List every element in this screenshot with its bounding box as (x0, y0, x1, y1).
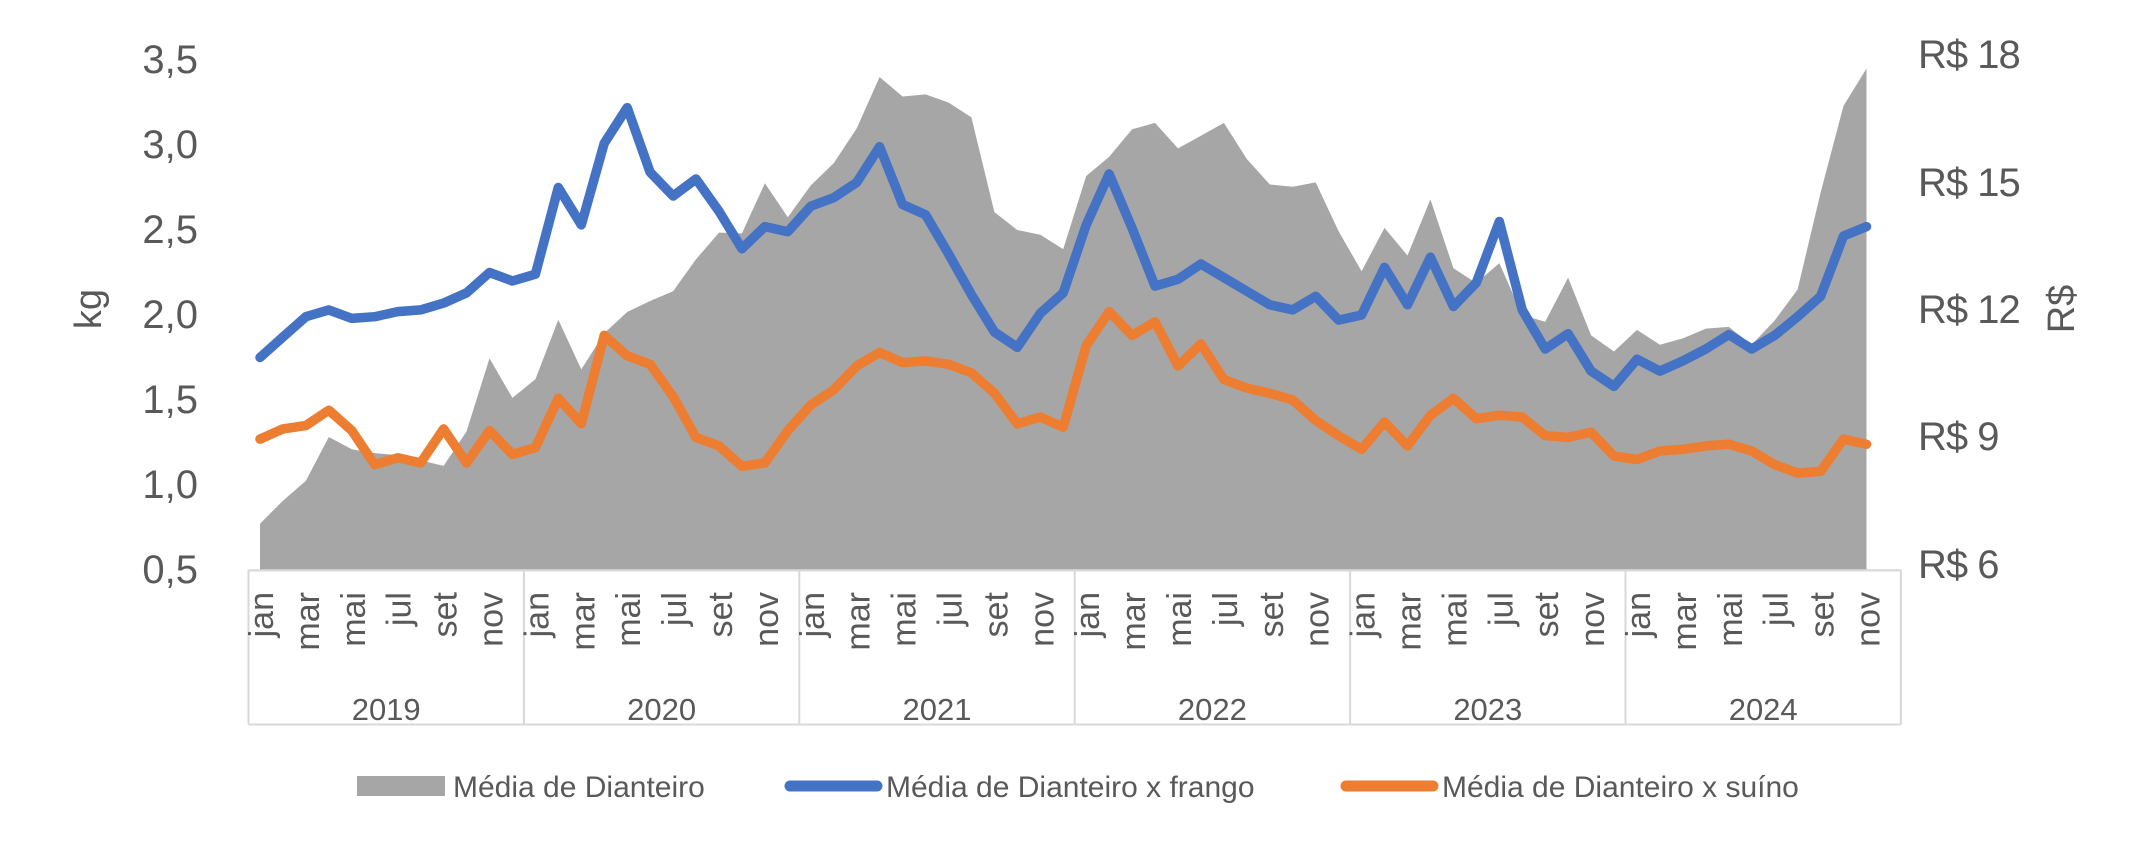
svg-text:mar: mar (1115, 592, 1153, 651)
svg-text:mar: mar (1391, 592, 1429, 651)
svg-text:jan: jan (243, 592, 281, 638)
svg-text:nov: nov (473, 592, 511, 647)
svg-text:jan: jan (1069, 592, 1107, 638)
svg-text:jan: jan (1620, 592, 1658, 638)
svg-text:mai: mai (1712, 592, 1750, 647)
svg-text:mar: mar (1666, 592, 1704, 651)
svg-text:nov: nov (1574, 592, 1612, 647)
svg-text:jul: jul (1482, 592, 1520, 627)
svg-text:kg: kg (68, 289, 110, 329)
svg-text:2,5: 2,5 (142, 208, 198, 252)
svg-text:2021: 2021 (903, 692, 972, 727)
svg-text:jul: jul (381, 592, 419, 627)
svg-text:3,0: 3,0 (142, 123, 198, 167)
svg-text:jul: jul (656, 592, 694, 627)
svg-text:set: set (977, 591, 1015, 637)
svg-text:mar: mar (840, 592, 878, 651)
svg-text:mai: mai (610, 592, 648, 647)
svg-text:nov: nov (1023, 592, 1061, 647)
svg-text:Média de Dianteiro x frango: Média de Dianteiro x frango (886, 771, 1255, 804)
svg-text:R$ 12: R$ 12 (1918, 288, 2020, 332)
svg-text:2024: 2024 (1729, 692, 1798, 727)
svg-text:jul: jul (1758, 592, 1796, 627)
svg-text:jul: jul (1207, 592, 1245, 627)
svg-text:jan: jan (518, 592, 556, 638)
svg-text:R$ 15: R$ 15 (1918, 161, 2020, 205)
svg-text:0,5: 0,5 (142, 548, 198, 592)
svg-text:R$ 9: R$ 9 (1918, 415, 1999, 459)
svg-text:set: set (702, 591, 740, 637)
svg-text:set: set (1528, 591, 1566, 637)
svg-text:nov: nov (1299, 592, 1337, 647)
svg-text:3,5: 3,5 (142, 38, 198, 82)
svg-text:set: set (1804, 591, 1842, 637)
svg-text:mar: mar (289, 592, 327, 651)
svg-text:jan: jan (1345, 592, 1383, 638)
svg-text:nov: nov (1850, 592, 1888, 647)
svg-text:2019: 2019 (352, 692, 421, 727)
svg-text:1,0: 1,0 (142, 463, 198, 507)
svg-text:mai: mai (1436, 592, 1474, 647)
svg-text:Média de Dianteiro: Média de Dianteiro (453, 771, 705, 804)
svg-text:R$ 6: R$ 6 (1918, 543, 1999, 587)
svg-text:jul: jul (932, 592, 970, 627)
svg-text:mai: mai (1161, 592, 1199, 647)
svg-text:2,0: 2,0 (142, 293, 198, 337)
svg-text:2022: 2022 (1178, 692, 1247, 727)
svg-text:nov: nov (748, 592, 786, 647)
svg-text:mar: mar (564, 592, 602, 651)
svg-text:R$ 18: R$ 18 (1918, 33, 2020, 77)
svg-text:R$: R$ (2041, 285, 2083, 334)
svg-text:Média de Dianteiro x suíno: Média de Dianteiro x suíno (1442, 771, 1799, 804)
svg-text:set: set (427, 591, 465, 637)
svg-text:mai: mai (335, 592, 373, 647)
svg-text:2020: 2020 (627, 692, 696, 727)
svg-text:jan: jan (794, 592, 832, 638)
svg-text:1,5: 1,5 (142, 378, 198, 422)
svg-text:mai: mai (886, 592, 924, 647)
svg-text:2023: 2023 (1453, 692, 1522, 727)
svg-text:set: set (1253, 591, 1291, 637)
